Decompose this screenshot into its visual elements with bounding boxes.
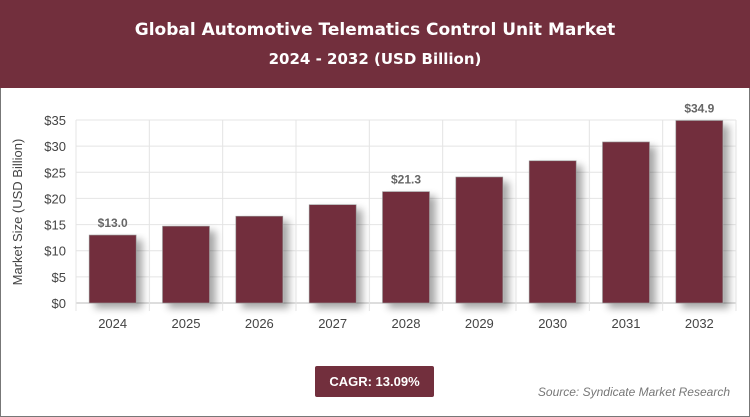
- x-tick-label: 2024: [98, 316, 127, 331]
- source-note: Source: Syndicate Market Research: [537, 385, 730, 399]
- y-tick-label: $30: [44, 139, 66, 154]
- y-axis-label: Market Size (USD Billion): [10, 139, 25, 286]
- x-tick-label: 2032: [685, 316, 714, 331]
- x-tick-label: 2028: [392, 316, 421, 331]
- y-tick-label: $35: [44, 113, 66, 128]
- chart-subtitle: 2024 - 2032 (USD Billion): [268, 50, 482, 68]
- chart-header: Global Automotive Telematics Control Uni…: [0, 0, 750, 88]
- y-tick-label: $15: [44, 218, 66, 233]
- x-tick-label: 2027: [318, 316, 347, 331]
- x-tick-label: 2031: [612, 316, 641, 331]
- bar-2024: [88, 234, 137, 304]
- bar-2025: [162, 225, 210, 304]
- y-tick-label: $20: [44, 191, 66, 206]
- y-tick-label: $10: [44, 244, 66, 259]
- y-tick-label: $5: [52, 270, 66, 285]
- x-tick-label: 2029: [465, 316, 494, 331]
- data-label: $13.0: [98, 216, 128, 230]
- cagr-badge: CAGR: 13.09%: [315, 366, 434, 397]
- x-tick-label: 2025: [172, 316, 201, 331]
- y-tick-label: $25: [44, 165, 66, 180]
- data-label: $34.9: [684, 102, 714, 116]
- bar-2028: [382, 191, 430, 304]
- data-label: $21.3: [391, 173, 421, 187]
- bar-2029: [455, 176, 504, 304]
- bar-2032: [675, 120, 724, 304]
- x-tick-label: 2030: [538, 316, 567, 331]
- bar-2026: [235, 215, 284, 304]
- x-tick-label: 2026: [245, 316, 274, 331]
- chart-title: Global Automotive Telematics Control Uni…: [134, 20, 616, 40]
- bar-2027: [308, 204, 357, 304]
- bar-2030: [528, 160, 577, 304]
- bar-2031: [602, 141, 650, 304]
- y-tick-label: $0: [52, 296, 66, 311]
